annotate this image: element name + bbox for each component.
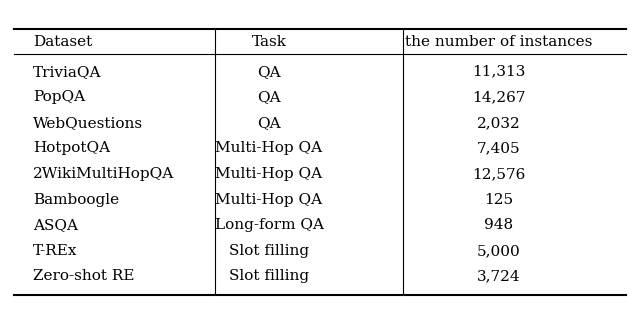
Text: 5,000: 5,000 [477, 244, 520, 258]
Text: PopQA: PopQA [33, 90, 85, 104]
Text: Long-form QA: Long-form QA [214, 218, 324, 232]
Text: QA: QA [257, 116, 281, 130]
Text: Multi-Hop QA: Multi-Hop QA [216, 167, 323, 181]
Text: 11,313: 11,313 [472, 65, 525, 79]
Text: Task: Task [252, 35, 287, 49]
Text: QA: QA [257, 65, 281, 79]
Text: the number of instances: the number of instances [404, 35, 592, 49]
Text: 7,405: 7,405 [477, 141, 520, 155]
Text: 2WikiMultiHopQA: 2WikiMultiHopQA [33, 167, 175, 181]
Text: 12,576: 12,576 [472, 167, 525, 181]
Text: Slot filling: Slot filling [229, 269, 309, 284]
Text: 14,267: 14,267 [472, 90, 525, 104]
Text: 125: 125 [484, 193, 513, 207]
Text: Bamboogle: Bamboogle [33, 193, 120, 207]
Text: WebQuestions: WebQuestions [33, 116, 143, 130]
Text: Multi-Hop QA: Multi-Hop QA [216, 141, 323, 155]
Text: 948: 948 [484, 218, 513, 232]
Text: T-REx: T-REx [33, 244, 77, 258]
Text: TriviaQA: TriviaQA [33, 65, 102, 79]
Text: 2,032: 2,032 [477, 116, 520, 130]
Text: QA: QA [257, 90, 281, 104]
Text: Multi-Hop QA: Multi-Hop QA [216, 193, 323, 207]
Text: Zero-shot RE: Zero-shot RE [33, 269, 135, 284]
Text: 3,724: 3,724 [477, 269, 520, 284]
Text: Dataset: Dataset [33, 35, 93, 49]
Text: ASQA: ASQA [33, 218, 78, 232]
Text: HotpotQA: HotpotQA [33, 141, 110, 155]
Text: Slot filling: Slot filling [229, 244, 309, 258]
